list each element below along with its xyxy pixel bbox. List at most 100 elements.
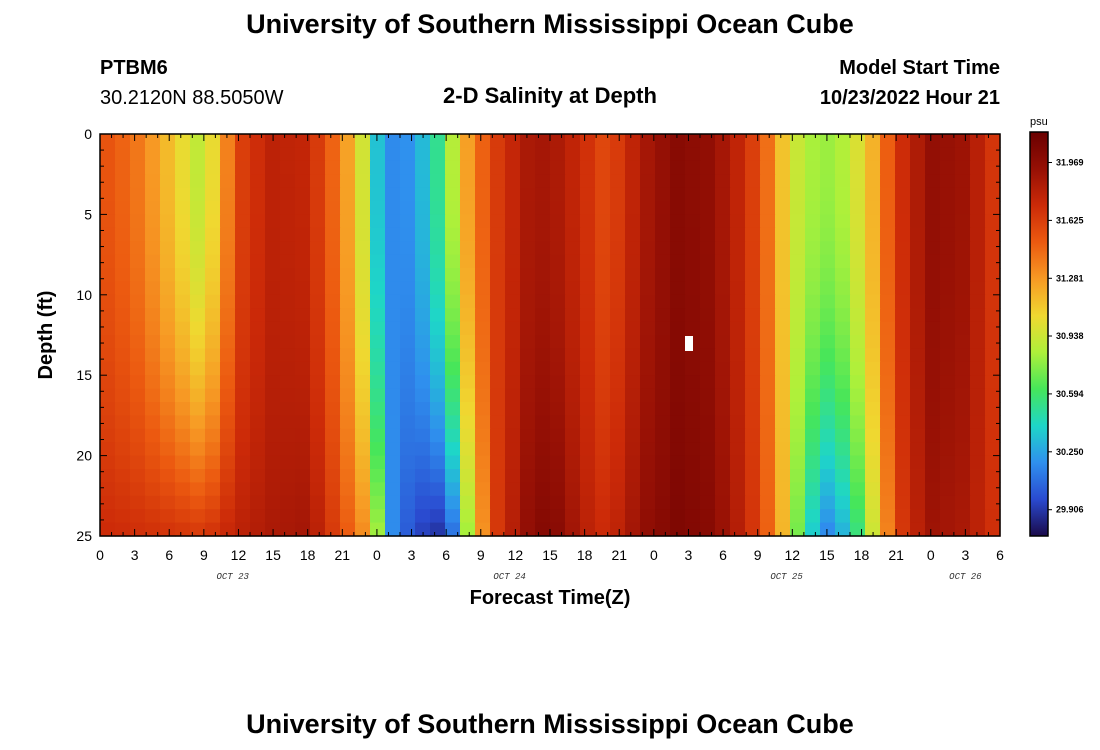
heatmap-cell: [535, 415, 551, 430]
heatmap-cell: [115, 495, 131, 510]
heatmap-cell: [295, 134, 311, 148]
heatmap-cell: [640, 308, 656, 323]
heatmap-cell: [835, 415, 851, 430]
heatmap-cell: [640, 402, 656, 416]
heatmap-cell: [670, 415, 686, 430]
heatmap-cell: [235, 308, 251, 323]
heatmap-cell: [595, 495, 611, 510]
heatmap-cell: [985, 241, 1001, 256]
heatmap-cell: [625, 361, 641, 376]
x-tick-label: 0: [927, 547, 935, 563]
date-label: OCT 25: [770, 572, 803, 582]
heatmap-cell: [145, 509, 161, 524]
heatmap-cell: [160, 187, 176, 202]
heatmap-cell: [175, 147, 191, 162]
heatmap-cell: [850, 348, 866, 363]
heatmap-cell: [115, 147, 131, 162]
heatmap-cell: [640, 214, 656, 229]
heatmap-cell: [535, 495, 551, 510]
heatmap-cell: [715, 428, 731, 443]
heatmap-cell: [850, 522, 866, 537]
heatmap-cell: [985, 402, 1001, 416]
heatmap-cell: [625, 509, 641, 524]
heatmap-cell: [775, 294, 791, 309]
heatmap-cell: [160, 509, 176, 524]
heatmap-cell: [685, 281, 701, 296]
heatmap-cell: [355, 174, 371, 189]
heatmap-cell: [970, 415, 986, 430]
heatmap-cell: [370, 241, 386, 256]
heatmap-cell: [400, 268, 416, 282]
heatmap-cell: [820, 348, 836, 363]
heatmap-cell: [265, 469, 281, 483]
x-tick-label: 0: [96, 547, 104, 563]
heatmap-cell: [235, 361, 251, 376]
heatmap-cell: [625, 174, 641, 189]
heatmap-cell: [475, 254, 491, 269]
y-tick-label: 10: [76, 287, 92, 303]
x-tick-label: 18: [577, 547, 593, 563]
heatmap-cell: [820, 442, 836, 457]
heatmap-cell: [820, 482, 836, 497]
heatmap-cell: [175, 522, 191, 537]
heatmap-cell: [235, 268, 251, 282]
heatmap-cell: [280, 509, 296, 524]
heatmap-cell: [925, 495, 941, 510]
heatmap-cell: [850, 375, 866, 390]
heatmap-cell: [985, 469, 1001, 483]
heatmap-cell: [745, 361, 761, 376]
heatmap-cell: [550, 160, 566, 175]
heatmap-cell: [250, 308, 266, 323]
heatmap-cell: [670, 388, 686, 403]
heatmap-cell: [445, 201, 461, 215]
heatmap-cell: [475, 268, 491, 282]
heatmap-cell: [895, 402, 911, 416]
heatmap-cell: [745, 482, 761, 497]
heatmap-cell: [385, 442, 401, 457]
heatmap-cell: [865, 509, 881, 524]
heatmap-cell: [745, 174, 761, 189]
heatmap-cell: [910, 482, 926, 497]
heatmap-cell: [460, 147, 476, 162]
heatmap-cell: [400, 455, 416, 470]
colorbar-label: 31.969: [1056, 158, 1084, 168]
heatmap-cell: [805, 335, 821, 349]
heatmap-cell: [865, 482, 881, 497]
heatmap-cell: [265, 428, 281, 443]
heatmap-cell: [235, 147, 251, 162]
heatmap-cell: [730, 482, 746, 497]
heatmap-cell: [175, 187, 191, 202]
heatmap-cell: [820, 241, 836, 256]
heatmap-cell: [535, 402, 551, 416]
heatmap-cell: [220, 428, 236, 443]
heatmap-cell: [655, 160, 671, 175]
heatmap-cell: [580, 214, 596, 229]
heatmap-cell: [925, 254, 941, 269]
heatmap-cell: [415, 134, 431, 148]
heatmap-cell: [670, 134, 686, 148]
heatmap-cell: [505, 495, 521, 510]
heatmap-cell: [535, 522, 551, 537]
missing-data-cells: [685, 336, 693, 351]
heatmap-cell: [130, 361, 146, 376]
heatmap-cell: [295, 321, 311, 336]
heatmap-cell: [970, 308, 986, 323]
heatmap-cell: [220, 308, 236, 323]
heatmap-cell: [460, 522, 476, 537]
heatmap-cell: [610, 402, 626, 416]
heatmap-cell: [460, 174, 476, 189]
heatmap-cell: [385, 268, 401, 282]
y-axis-title: Depth (ft): [35, 291, 57, 380]
heatmap-cell: [700, 321, 716, 336]
heatmap-cell: [775, 214, 791, 229]
heatmap-cell: [235, 482, 251, 497]
heatmap-cell: [700, 361, 716, 376]
heatmap-cell: [970, 495, 986, 510]
heatmap-cell: [370, 415, 386, 430]
heatmap-cell: [835, 442, 851, 457]
heatmap-cell: [745, 134, 761, 148]
heatmap-cell: [505, 294, 521, 309]
heatmap-cell: [160, 254, 176, 269]
heatmap-cell: [550, 361, 566, 376]
x-tick-label: 9: [477, 547, 485, 563]
